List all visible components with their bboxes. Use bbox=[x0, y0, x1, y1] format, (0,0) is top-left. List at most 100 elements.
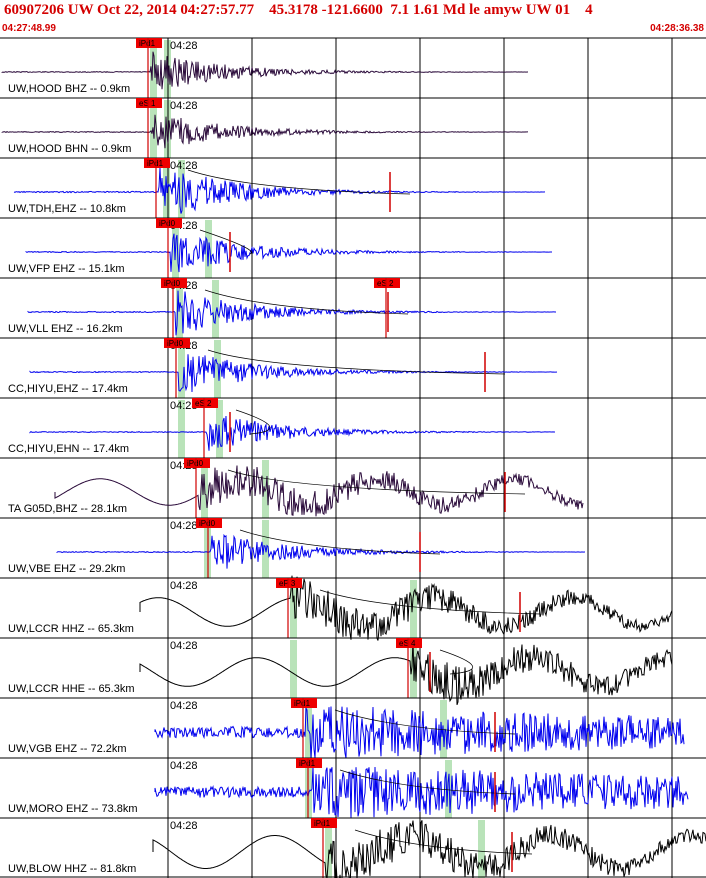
trace-panel[interactable]: 04:28iPd0eS 2UW,VLL EHZ -- 16.2km bbox=[0, 277, 706, 338]
station-label: UW,VLL EHZ -- 16.2km bbox=[8, 323, 123, 335]
minute-tick-label: 04:28 bbox=[170, 640, 198, 652]
coda-curve bbox=[235, 409, 271, 435]
waveform-trace bbox=[27, 290, 556, 336]
coda-curve bbox=[319, 589, 541, 615]
pick-marker[interactable] bbox=[396, 638, 422, 648]
minute-tick-label: 04:28 bbox=[170, 100, 198, 112]
station-label: UW,LCCR HHZ -- 65.3km bbox=[8, 623, 134, 635]
waveform-trace bbox=[56, 533, 585, 569]
trace-panel[interactable]: 04:28 iPd0 UW,VBE EHZ -- 29.2km bbox=[0, 517, 706, 578]
pick-marker[interactable] bbox=[184, 458, 210, 468]
pick-label: iPd0 bbox=[159, 219, 176, 228]
station-label: UW,HOOD BHN -- 0.9km bbox=[8, 143, 131, 155]
pick-marker[interactable] bbox=[161, 278, 187, 288]
station-label: UW,LCCR HHE -- 65.3km bbox=[8, 683, 135, 695]
coda-curve bbox=[334, 709, 516, 735]
pick-marker[interactable] bbox=[276, 578, 302, 588]
time-start-label: 04:27:48.99 bbox=[2, 23, 56, 34]
pick-marker[interactable] bbox=[311, 818, 337, 828]
trace-panel[interactable]: 04:28 iPd1 UW,TDH,EHZ -- 10.8km bbox=[0, 157, 706, 218]
pick-marker[interactable] bbox=[144, 158, 170, 168]
time-end-label: 04:28:36.38 bbox=[650, 23, 704, 34]
station-label: TA G05D,BHZ -- 28.1km bbox=[8, 503, 127, 515]
minute-tick-label: 04:28 bbox=[170, 160, 198, 172]
window-header: 60907206 UW Oct 22, 2014 04:27:57.77 45.… bbox=[0, 0, 706, 38]
pick-marker[interactable] bbox=[374, 278, 400, 288]
station-label: UW,HOOD BHZ -- 0.9km bbox=[8, 83, 130, 95]
phase-band bbox=[290, 580, 297, 638]
pick-label: iPd1 bbox=[139, 39, 156, 48]
waveform-trace bbox=[152, 820, 706, 878]
waveform-trace bbox=[154, 706, 685, 759]
coda-curve bbox=[207, 349, 506, 375]
trace-panel[interactable]: 04:28 eP 3UW,LCCR HHZ -- 65.3km bbox=[0, 575, 706, 641]
pick-marker[interactable] bbox=[291, 698, 317, 708]
waveform-trace bbox=[29, 354, 558, 393]
waveform-trace bbox=[1, 114, 528, 149]
station-label: UW,VBE EHZ -- 29.2km bbox=[8, 563, 125, 575]
minute-tick-label: 04:28 bbox=[170, 700, 198, 712]
waveform-trace bbox=[139, 575, 673, 641]
phase-band bbox=[178, 160, 185, 218]
pick-label: iPd0 bbox=[199, 519, 216, 528]
minute-tick-label: 04:28 bbox=[170, 400, 198, 412]
pick-marker[interactable] bbox=[296, 758, 322, 768]
waveform-trace bbox=[139, 639, 673, 706]
coda-curve bbox=[439, 649, 473, 675]
coda-curve bbox=[204, 289, 409, 315]
station-label: CC,HIYU,EHZ -- 17.4km bbox=[8, 383, 128, 395]
station-label: UW,BLOW HHZ -- 81.8km bbox=[8, 863, 136, 875]
station-label: UW,VGB EHZ -- 72.2km bbox=[8, 743, 127, 755]
phase-band bbox=[178, 400, 185, 458]
minute-tick-label: 04:28 bbox=[170, 520, 198, 532]
trace-panel[interactable]: 04:28iPd0CC,HIYU,EHZ -- 17.4km bbox=[0, 337, 706, 398]
minute-tick-label: 04:28 bbox=[170, 40, 198, 52]
minute-tick-label: 04:28 bbox=[170, 580, 198, 592]
phase-band bbox=[305, 700, 312, 758]
pick-label: iPd0 bbox=[187, 459, 204, 468]
pick-marker[interactable] bbox=[136, 98, 162, 108]
waveform-trace bbox=[29, 415, 555, 451]
station-label: UW,MORO EHZ -- 73.8km bbox=[8, 803, 138, 815]
minute-tick-label: 04:28 bbox=[170, 820, 198, 832]
coda-curve bbox=[227, 469, 526, 495]
pick-marker[interactable] bbox=[196, 518, 222, 528]
coda-curve bbox=[339, 769, 516, 795]
pick-label: iPd0 bbox=[167, 339, 184, 348]
waveform-trace bbox=[1, 51, 528, 90]
pick-marker[interactable] bbox=[164, 338, 190, 348]
station-label: UW,VFP EHZ -- 15.1km bbox=[8, 263, 125, 275]
waveform-trace bbox=[25, 233, 552, 273]
phase-band bbox=[150, 40, 157, 98]
phase-band bbox=[325, 820, 332, 878]
waveform-trace bbox=[154, 765, 689, 818]
trace-panel[interactable]: 04:28 iPd1 UW,HOOD BHZ -- 0.9km bbox=[0, 37, 706, 98]
event-title: 60907206 UW Oct 22, 2014 04:27:57.77 45.… bbox=[4, 2, 593, 18]
trace-panel[interactable]: 04:28 iPd1 UW,VGB EHZ -- 72.2km bbox=[0, 697, 706, 759]
phase-band bbox=[478, 820, 485, 878]
pick-label: iPd0 bbox=[164, 279, 181, 288]
phase-band bbox=[290, 640, 297, 698]
phase-band bbox=[410, 580, 417, 638]
pick-label: iPd1 bbox=[294, 699, 311, 708]
phase-band bbox=[212, 280, 219, 338]
coda-curve bbox=[354, 829, 533, 855]
coda-curve bbox=[187, 169, 411, 195]
phase-band bbox=[445, 760, 452, 818]
minute-tick-label: 04:28 bbox=[170, 760, 198, 772]
pick-label: iPd1 bbox=[147, 159, 164, 168]
trace-panel[interactable]: 04:28 eS 4UW,LCCR HHE -- 65.3km bbox=[0, 637, 706, 706]
trace-panel[interactable]: 04:28 iPd1 UW,MORO EHZ -- 73.8km bbox=[0, 757, 706, 818]
pick-marker[interactable] bbox=[192, 398, 218, 408]
waveform-trace bbox=[54, 465, 584, 517]
phase-band bbox=[214, 340, 221, 398]
pick-marker[interactable] bbox=[136, 38, 162, 48]
pick-marker[interactable] bbox=[156, 218, 182, 228]
coda-curve bbox=[239, 529, 441, 555]
trace-panel[interactable]: 04:28 iPd1 UW,BLOW HHZ -- 81.8km bbox=[0, 817, 706, 878]
